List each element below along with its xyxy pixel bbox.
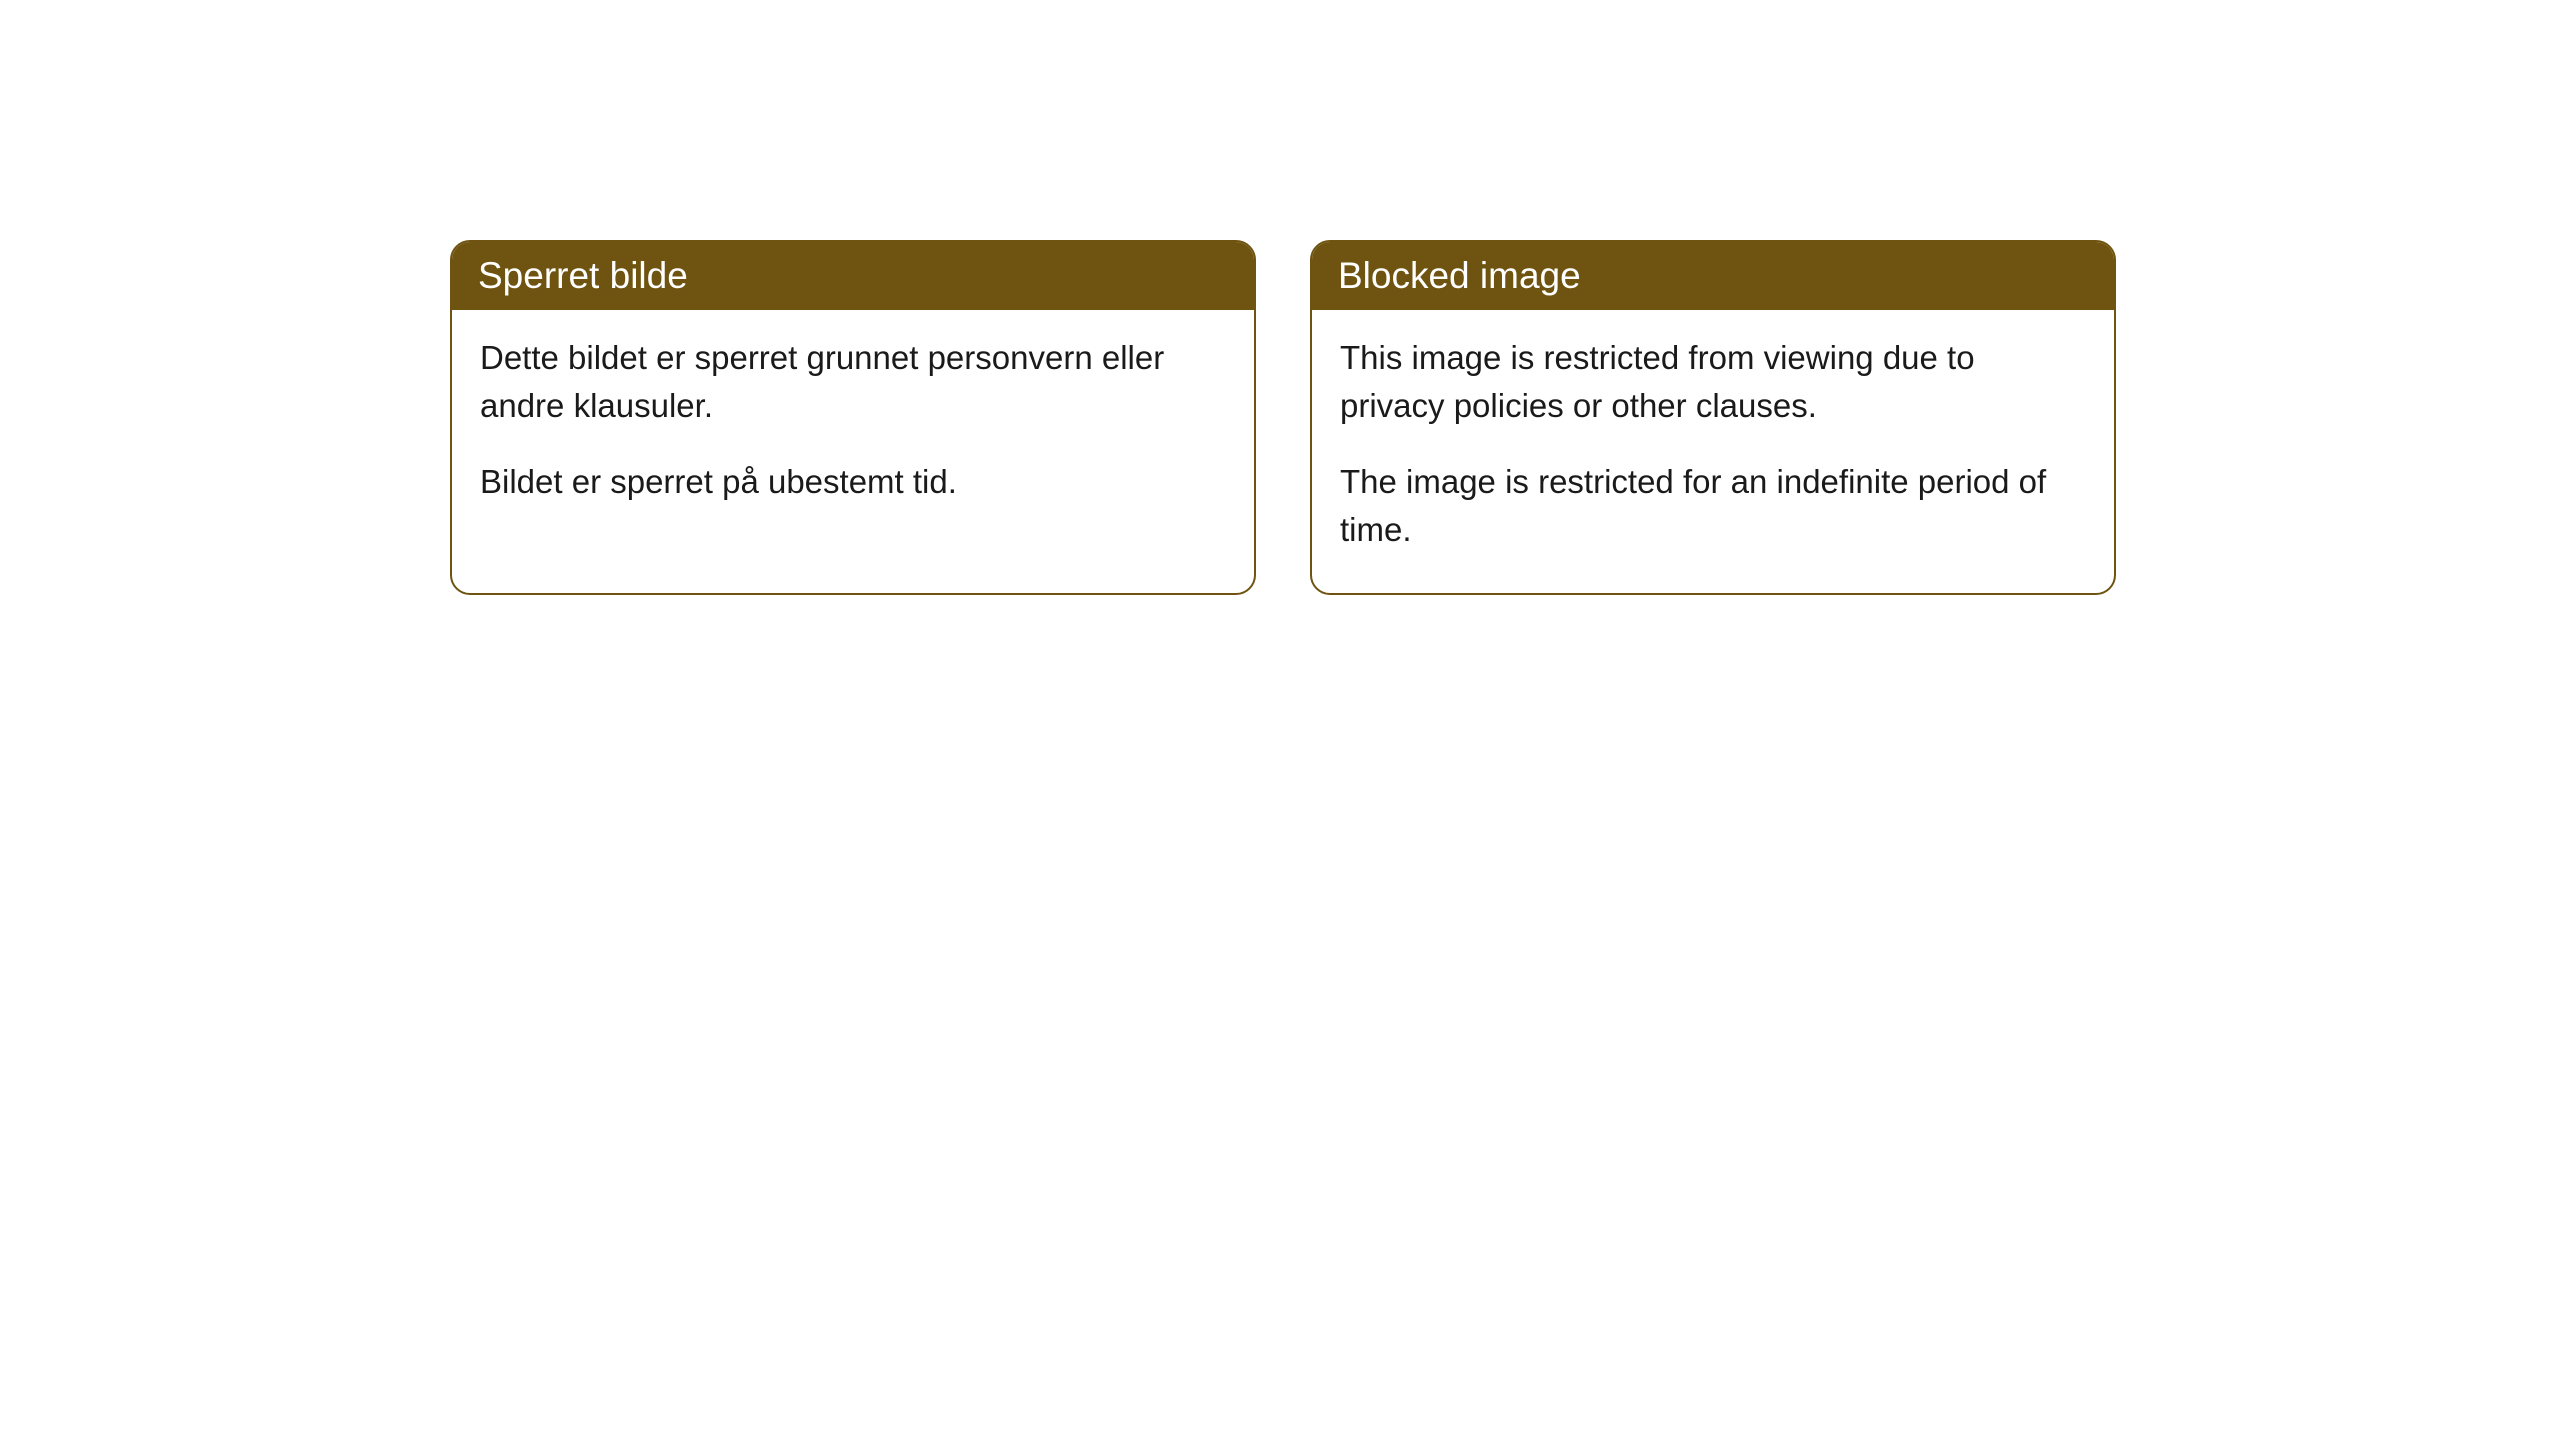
card-header: Blocked image xyxy=(1312,242,2114,310)
notice-card-norwegian: Sperret bilde Dette bildet er sperret gr… xyxy=(450,240,1256,595)
notice-paragraph: The image is restricted for an indefinit… xyxy=(1340,458,2086,554)
notice-paragraph: Dette bildet er sperret grunnet personve… xyxy=(480,334,1226,430)
notice-container: Sperret bilde Dette bildet er sperret gr… xyxy=(0,0,2560,595)
notice-paragraph: This image is restricted from viewing du… xyxy=(1340,334,2086,430)
card-header: Sperret bilde xyxy=(452,242,1254,310)
card-body: Dette bildet er sperret grunnet personve… xyxy=(452,310,1254,546)
notice-paragraph: Bildet er sperret på ubestemt tid. xyxy=(480,458,1226,506)
notice-card-english: Blocked image This image is restricted f… xyxy=(1310,240,2116,595)
card-body: This image is restricted from viewing du… xyxy=(1312,310,2114,593)
